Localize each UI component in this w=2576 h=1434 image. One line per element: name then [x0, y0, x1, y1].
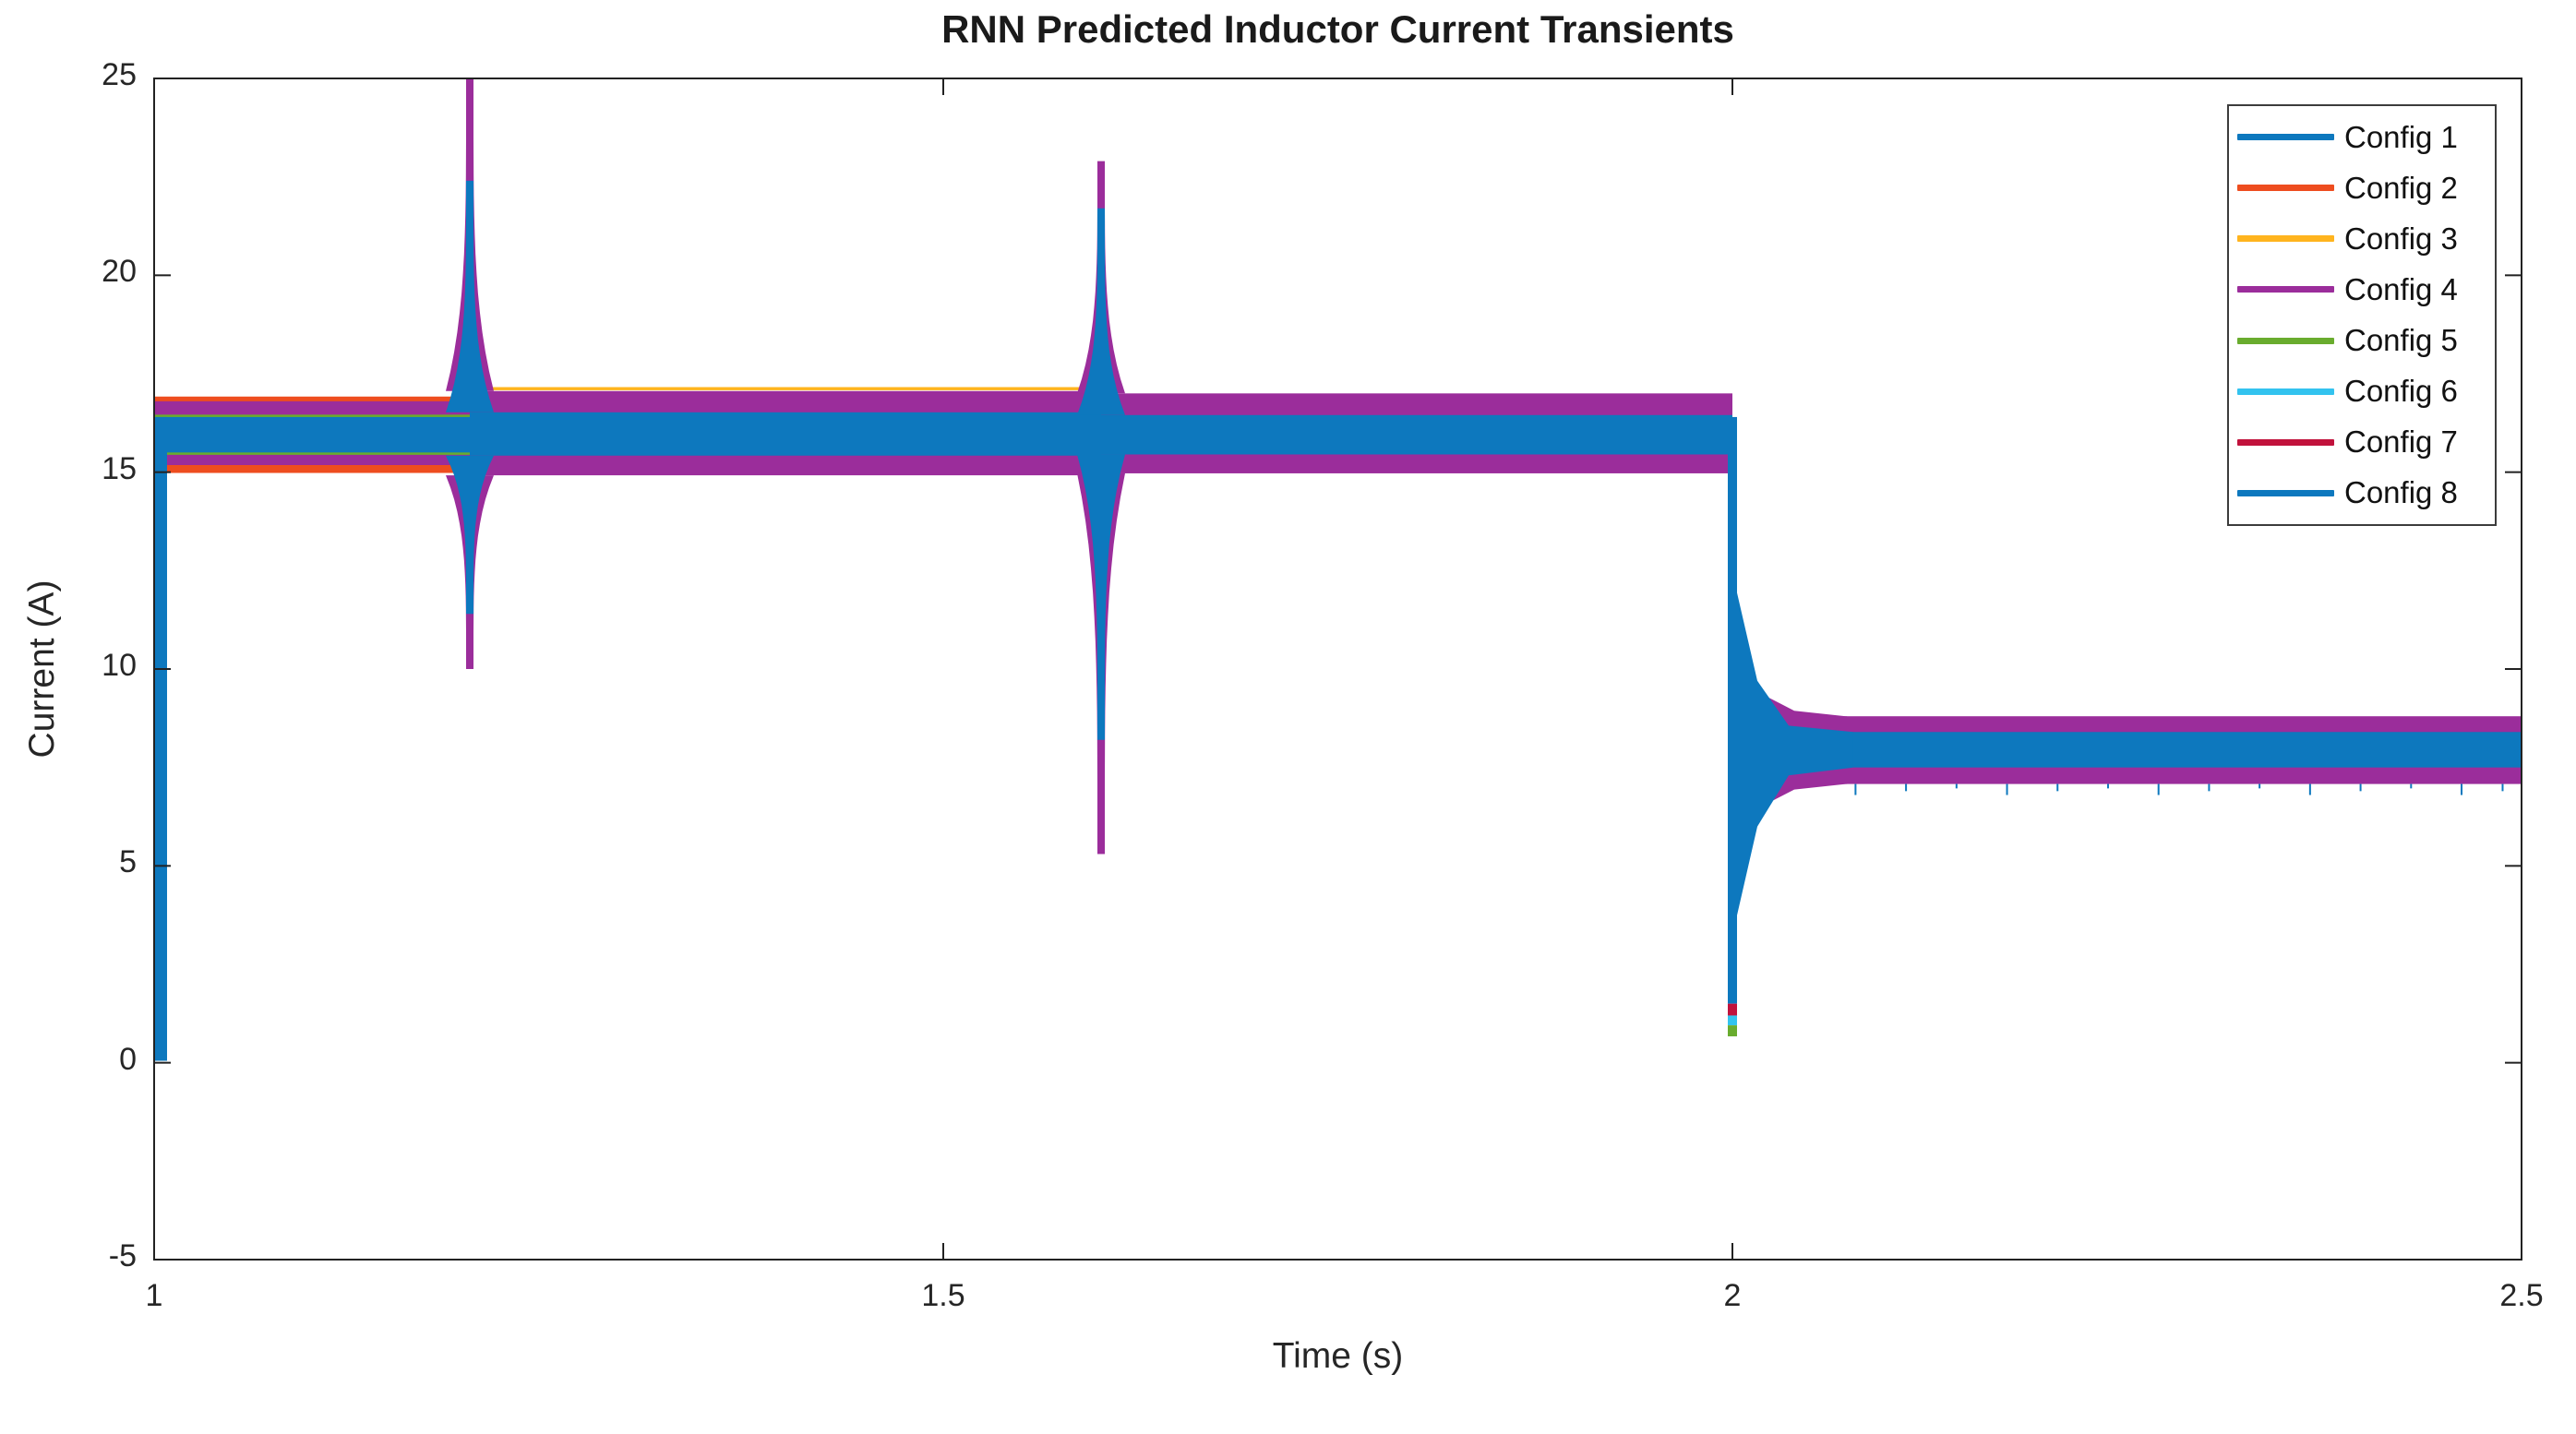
x-tick-mark	[942, 1243, 944, 1260]
legend-line-sample	[2237, 235, 2334, 243]
ripple-micro-tick	[2006, 783, 2008, 795]
spike-inner-up	[446, 180, 494, 412]
legend-item: Config 2	[2237, 165, 2495, 211]
ripple-micro-tick	[2410, 783, 2413, 789]
y-tick-mark-right	[2505, 668, 2522, 670]
y-tick-mark	[154, 274, 171, 277]
spike-inner-down	[446, 455, 494, 615]
y-tick-mark	[154, 471, 171, 473]
y-tick-mark	[154, 1259, 171, 1261]
y-tick-mark	[154, 78, 171, 79]
y-tick-label: 5	[119, 844, 137, 880]
ripple-micro-tick	[2106, 783, 2109, 789]
ripple-micro-tick	[1905, 783, 1908, 792]
y-tick-mark-right	[2505, 78, 2522, 79]
x-tick-mark-top	[942, 78, 944, 95]
step-settle-inner	[1735, 584, 1853, 924]
legend-item: Config 8	[2237, 470, 2495, 516]
legend: Config 1 Config 2 Config 3 Config 4 Config 5…	[2227, 104, 2497, 526]
y-tick-mark-right	[2505, 1061, 2522, 1064]
y-tick-mark	[154, 865, 171, 867]
step-needle-tip	[1728, 1003, 1737, 1016]
ripple-micro-tick	[1955, 783, 1958, 789]
legend-line-sample	[2237, 388, 2334, 395]
x-tick-mark-top	[153, 78, 155, 95]
ripple-band	[154, 416, 470, 453]
step-needle	[1728, 416, 1737, 1004]
legend-line-sample	[2237, 286, 2334, 293]
legend-label: Config 7	[2344, 424, 2458, 460]
legend-label: Config 8	[2344, 475, 2458, 510]
y-tick-mark-right	[2505, 274, 2522, 277]
legend-item: Config 6	[2237, 368, 2495, 414]
y-tick-label: 15	[102, 450, 137, 486]
ripple-band	[1839, 732, 2522, 768]
x-tick-mark	[153, 1243, 155, 1260]
legend-line-sample	[2237, 134, 2334, 141]
ripple-band	[154, 414, 470, 418]
ripple-micro-tick	[2359, 783, 2362, 792]
legend-label: Config 1	[2344, 119, 2458, 154]
ripple-band	[470, 412, 1101, 456]
x-tick-label: 1	[145, 1278, 163, 1313]
x-tick-label: 2.5	[2499, 1278, 2544, 1313]
step-needle-tip	[1728, 1025, 1737, 1037]
startup-transient	[154, 416, 167, 1061]
ripple-micro-tick	[2258, 783, 2261, 789]
ripple-micro-tick	[2208, 783, 2211, 792]
spike-inner-up	[1077, 208, 1125, 415]
legend-item: Config 7	[2237, 419, 2495, 465]
y-tick-label: 0	[119, 1041, 137, 1077]
x-axis-label: Time (s)	[1272, 1336, 1404, 1376]
ripple-micro-tick	[2501, 783, 2504, 792]
legend-line-sample	[2237, 337, 2334, 344]
x-tick-mark	[2521, 1243, 2522, 1260]
legend-label: Config 6	[2344, 374, 2458, 409]
ripple-band	[1101, 414, 1732, 455]
legend-item: Config 3	[2237, 216, 2495, 262]
y-tick-label: 10	[102, 648, 137, 683]
x-tick-label: 1.5	[921, 1278, 965, 1313]
x-tick-mark-top	[2521, 78, 2522, 95]
x-tick-mark-top	[1731, 78, 1733, 95]
ripple-micro-tick	[2308, 783, 2311, 795]
legend-item: Config 5	[2237, 317, 2495, 364]
ripple-band	[154, 451, 470, 455]
y-tick-mark-right	[2505, 471, 2522, 473]
x-tick-label: 2	[1723, 1278, 1742, 1313]
chart-title: RNN Predicted Inductor Current Transient…	[941, 7, 1734, 51]
legend-line-sample	[2237, 185, 2334, 192]
legend-label: Config 3	[2344, 221, 2458, 256]
axes-box	[153, 78, 2522, 1261]
y-tick-label: 25	[102, 57, 137, 92]
legend-label: Config 5	[2344, 323, 2458, 358]
y-tick-mark-right	[2505, 1259, 2522, 1261]
legend-label: Config 2	[2344, 170, 2458, 205]
legend-label: Config 4	[2344, 271, 2458, 306]
legend-item: Config 4	[2237, 267, 2495, 313]
ripple-band	[470, 387, 1101, 390]
y-tick-label: 20	[102, 254, 137, 290]
legend-line-sample	[2237, 438, 2334, 446]
x-tick-mark	[1731, 1243, 1733, 1260]
ripple-micro-tick	[2056, 783, 2059, 792]
step-needle-tip	[1728, 1015, 1737, 1026]
y-axis-label: Current (A)	[22, 580, 62, 759]
y-tick-mark	[154, 668, 171, 670]
ripple-micro-tick	[2461, 783, 2463, 795]
spike-inner-down	[1077, 454, 1125, 740]
ripple-micro-tick	[2157, 783, 2160, 795]
y-tick-mark-right	[2505, 865, 2522, 867]
ripple-micro-tick	[1854, 783, 1857, 795]
y-tick-label: -5	[108, 1238, 137, 1273]
y-tick-mark	[154, 1061, 171, 1064]
legend-line-sample	[2237, 489, 2334, 496]
legend-item: Config 1	[2237, 114, 2495, 161]
